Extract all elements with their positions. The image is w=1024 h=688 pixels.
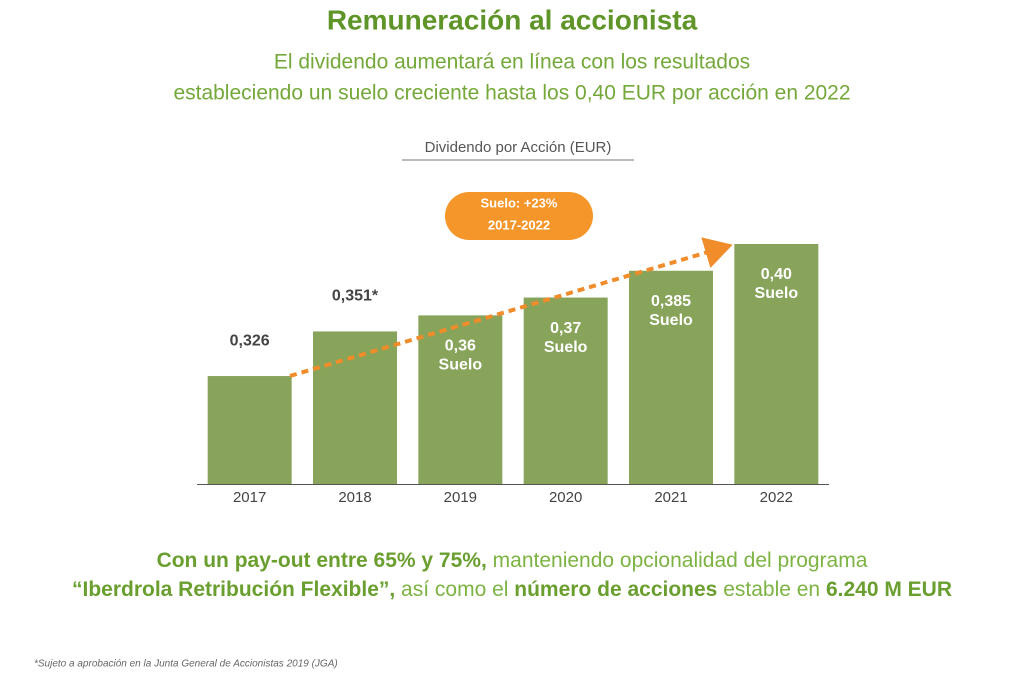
value-label: 0,351* (332, 288, 379, 305)
badge-text: Suelo: +23% (481, 195, 558, 210)
bar-note: Suelo (439, 357, 483, 374)
value-label: 0,40 (761, 266, 792, 283)
bottom-text-part: manteniendo opcionalidad del programa (487, 549, 868, 572)
x-tick-label: 2018 (338, 489, 371, 506)
bar (207, 376, 292, 484)
bar-note: Suelo (649, 312, 693, 329)
bottom-text-part: estable en (717, 578, 826, 601)
bottom-text: Con un pay-out entre 65% y 75%, mantenie… (157, 549, 868, 572)
subtitle: El dividendo aumentará en línea con los … (274, 51, 750, 74)
bar (734, 244, 819, 484)
bottom-text-part: Con un pay-out entre 65% y 75%, (157, 549, 487, 572)
bar (418, 315, 503, 484)
x-tick-label: 2019 (444, 489, 477, 506)
x-tick-label: 2021 (654, 489, 687, 506)
value-label: 0,385 (651, 293, 691, 310)
bottom-text-part: así como el (395, 578, 514, 601)
bar (313, 331, 397, 484)
bar (523, 297, 608, 484)
bar-note: Suelo (755, 285, 799, 302)
bottom-text-part: 6.240 M EUR (826, 578, 952, 601)
trend-arrow (289, 237, 733, 378)
value-label: 0,36 (445, 338, 476, 355)
bottom-text-part: “Iberdrola Retribución Flexible”, (72, 578, 395, 601)
footnote: *Sujeto a aprobación en la Junta General… (34, 659, 338, 670)
subtitle: estableciendo un suelo creciente hasta l… (173, 82, 850, 105)
badge (445, 192, 593, 240)
title: Remuneración al accionista (327, 4, 698, 35)
bar-note: Suelo (544, 339, 588, 356)
badge-text: 2017-2022 (488, 217, 550, 232)
chart-title: Dividendo por Acción (EUR) (425, 139, 612, 156)
x-tick-label: 2020 (549, 489, 582, 506)
value-label: 0,326 (230, 332, 270, 349)
x-tick-label: 2022 (760, 489, 793, 506)
x-tick-label: 2017 (233, 489, 266, 506)
bottom-text: “Iberdrola Retribución Flexible”, así co… (72, 578, 952, 601)
plot: 2017 0,326 2018 0,351* 2019 0,36 Suelo 2020 0,37… (207, 244, 819, 506)
bar (629, 270, 713, 484)
bottom-text-part: número de acciones (514, 578, 717, 601)
value-label: 0,37 (550, 320, 581, 337)
